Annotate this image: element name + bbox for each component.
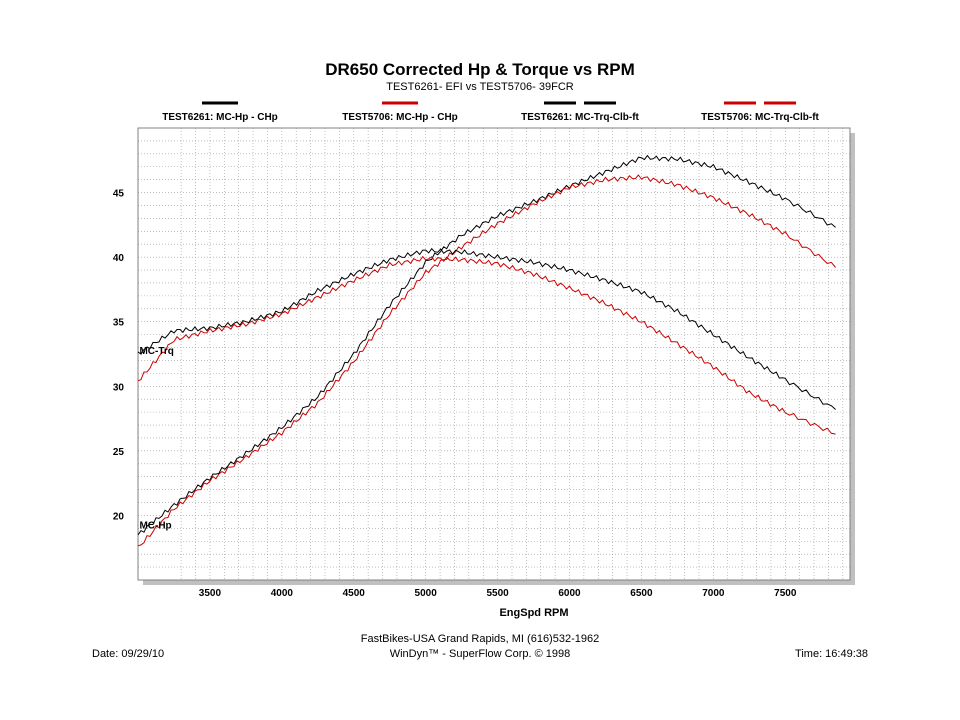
y-tick-label: 35 [113,318,125,329]
y-tick-label: 30 [113,382,125,393]
footer-time: Time: 16:49:38 [795,648,868,660]
legend-item-test5706-hp: TEST5706: MC-Hp - CHp [310,98,490,123]
annotation-2: MC-Hp [139,520,171,531]
series-line-3 [137,247,836,410]
legend-label-test5706-trq: TEST5706: MC-Trq-Clb-ft [701,112,819,123]
y-tick-label: 45 [113,189,125,200]
series-line-2 [137,174,836,547]
plot-frame [137,127,851,581]
x-tick-label: 5000 [415,588,438,599]
y-tick-label: 40 [113,253,125,264]
plot-background [138,128,850,580]
series-line-1 [137,154,836,536]
x-tick-label: 7500 [774,588,797,599]
chart-subtitle: TEST6261- EFI vs TEST5706- 39FCR [386,81,574,93]
x-tick-label: 6500 [630,588,653,599]
legend-swatch-test6261-hp [202,101,238,105]
legend-swatch-test6261-trq [544,101,616,105]
x-tick-label: 6000 [558,588,581,599]
legend-item-test5706-trq: TEST5706: MC-Trq-Clb-ft [670,98,850,123]
legend-swatch-test5706-hp [382,101,418,105]
y-tick-label: 25 [113,447,125,458]
legend-label-test6261-hp: TEST6261: MC-Hp - CHp [162,112,278,123]
x-tick-label: 4500 [343,588,366,599]
legend-label-test6261-trq: TEST6261: MC-Trq-Clb-ft [521,112,639,123]
legend-swatch-test5706-trq [724,101,796,105]
x-tick-label: 5500 [486,588,509,599]
x-axis-label: EngSpd RPM [499,607,568,619]
annotation-1: MC-Trq [139,346,173,357]
x-tick-label: 7000 [702,588,725,599]
y-tick-label: 20 [113,511,125,522]
series-line-4 [137,255,836,435]
footer-date: Date: 09/29/10 [92,648,165,660]
x-tick-label: 4000 [271,588,294,599]
legend-label-test5706-hp: TEST5706: MC-Hp - CHp [342,112,458,123]
legend-item-test6261-trq: TEST6261: MC-Trq-Clb-ft [490,98,670,123]
chart-title: DR650 Corrected Hp & Torque vs RPM [325,60,635,79]
footer-company: FastBikes-USA Grand Rapids, MI (616)532-… [360,633,600,645]
legend-item-test6261-hp: TEST6261: MC-Hp - CHp [130,98,310,123]
x-tick-label: 3500 [199,588,222,599]
footer-software: WinDyn™ - SuperFlow Corp. © 1998 [389,648,571,660]
